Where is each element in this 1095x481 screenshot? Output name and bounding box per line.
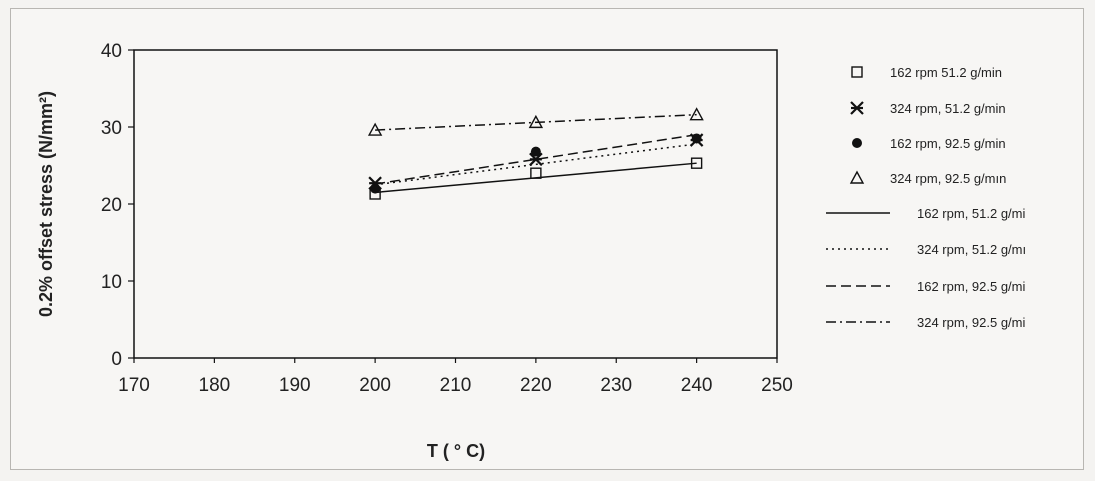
fit-line-dashed bbox=[375, 133, 697, 185]
legend-label: 324 rpm, 92.5 g/mın bbox=[890, 171, 1006, 186]
legend-label: 162 rpm, 51.2 g/mi bbox=[917, 206, 1025, 221]
y-axis-label: 0.2% offset stress (N/mm²) bbox=[36, 91, 56, 317]
data-point-triangle-open bbox=[528, 114, 544, 129]
legend-label: 162 rpm, 92.5 g/mi bbox=[917, 279, 1025, 294]
data-point-circle-filled bbox=[530, 146, 541, 157]
legend-label: 324 rpm, 51.2 g/min bbox=[890, 101, 1006, 116]
legend-marker-triangle-open bbox=[849, 170, 865, 184]
x-tick-label: 210 bbox=[440, 375, 472, 396]
x-tick-label: 200 bbox=[359, 375, 391, 396]
data-point-circle-filled bbox=[370, 183, 381, 194]
legend-marker-asterisk bbox=[850, 101, 864, 115]
x-tick-label: 170 bbox=[118, 375, 150, 396]
legend-marker-square-open bbox=[851, 66, 863, 78]
x-tick-label: 240 bbox=[681, 375, 713, 396]
legend-label: 162 rpm 51.2 g/min bbox=[890, 65, 1002, 80]
legend-label: 324 rpm, 51.2 g/mı bbox=[917, 242, 1026, 257]
data-point-square-open bbox=[690, 157, 703, 169]
legend-label: 324 rpm, 92.5 g/mi bbox=[917, 315, 1025, 330]
legend-marker-circle-filled bbox=[852, 138, 862, 148]
data-points bbox=[367, 107, 704, 200]
data-point-triangle-open bbox=[689, 107, 704, 121]
fit-line-dotted bbox=[375, 143, 697, 186]
x-tick-label: 180 bbox=[199, 375, 231, 396]
data-point-triangle-open bbox=[367, 122, 383, 136]
data-point-circle-filled bbox=[691, 133, 702, 144]
fit-line-dashdot bbox=[375, 113, 697, 131]
legend: 162 rpm 51.2 g/min 324 rpm, 51.2 g/min 162… bbox=[826, 65, 1026, 330]
y-axis-ticks: 0 10 20 30 40 bbox=[101, 41, 134, 370]
x-tick-label: 230 bbox=[600, 375, 632, 396]
x-tick-label: 190 bbox=[279, 375, 311, 396]
data-point-square-open bbox=[530, 167, 542, 179]
x-tick-label: 250 bbox=[761, 375, 793, 396]
legend-label: 162 rpm, 92.5 g/min bbox=[890, 136, 1006, 151]
x-tick-label: 220 bbox=[520, 375, 552, 396]
data-point-asterisk bbox=[529, 152, 543, 167]
x-axis-label: T ( ° C) bbox=[427, 441, 485, 461]
y-tick-label: 10 bbox=[101, 272, 122, 293]
y-tick-label: 40 bbox=[101, 41, 122, 62]
y-tick-label: 30 bbox=[101, 118, 122, 139]
plot-area bbox=[133, 49, 778, 359]
y-tick-label: 20 bbox=[101, 195, 122, 216]
y-tick-label: 0 bbox=[111, 349, 122, 370]
x-axis-ticks: 170 180 190 200 210 220 230 240 250 bbox=[118, 358, 793, 396]
